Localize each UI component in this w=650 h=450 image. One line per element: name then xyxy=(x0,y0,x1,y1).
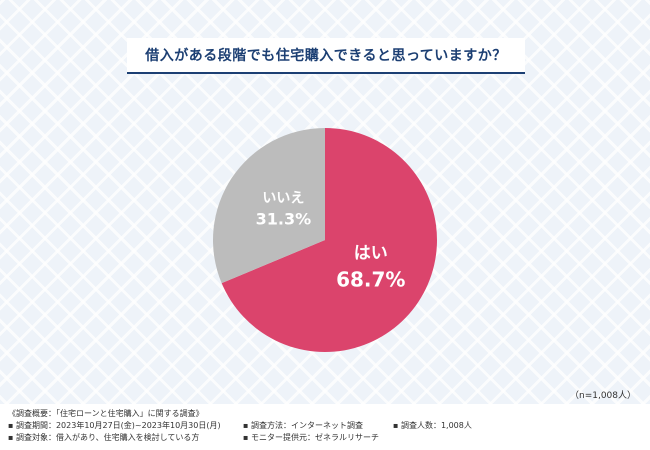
slice-label-yes: はい xyxy=(354,243,388,263)
chart-title: 借入がある段階でも住宅購入できると思っていますか？ xyxy=(145,48,507,64)
survey-period: ▪ 調査期間：2023年10月27日(金)~2023年10月30日(月) xyxy=(8,421,221,430)
survey-method: ▪ 調査方法：インターネット調査 xyxy=(243,421,363,430)
pie-slice-no xyxy=(213,128,325,284)
slice-value-no: 31.3% xyxy=(256,209,312,228)
slice-value-yes: 68.7% xyxy=(336,267,405,291)
pie-slice-yes xyxy=(221,128,438,353)
slice-label-no: いいえ xyxy=(262,190,304,206)
survey-overview: 《調査概要：「住宅ローンと住宅購入」に関する調査》 xyxy=(8,409,204,418)
chart-title-box: 借入がある段階でも住宅購入できると思っていますか？ xyxy=(127,38,525,74)
survey-count: ▪ 調査人数：1,008人 xyxy=(393,421,472,430)
survey-provider: ▪ モニター提供元：ゼネラルリサーチ xyxy=(243,433,379,442)
survey-target: ▪ 調査対象：借入があり、住宅購入を検討している方 xyxy=(8,433,200,442)
sample-size-label: （n=1,008人） xyxy=(569,391,636,401)
survey-footer: 《調査概要：「住宅ローンと住宅購入」に関する調査》 ▪ 調査期間：2023年10… xyxy=(0,404,650,450)
